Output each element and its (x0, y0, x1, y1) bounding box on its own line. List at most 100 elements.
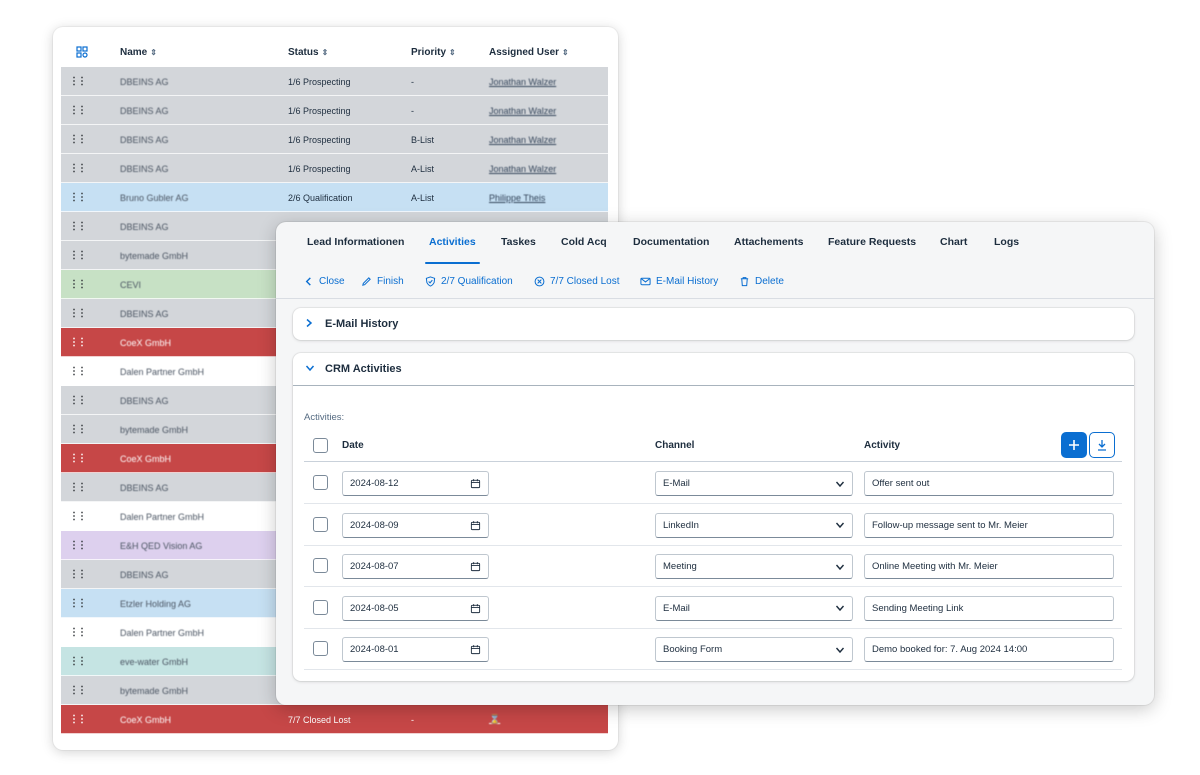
lead-status: 1/6 Prospecting (288, 105, 351, 116)
lead-name: Dalen Partner GmbH (120, 627, 205, 638)
column-header-status[interactable]: Status ⇕ (288, 47, 328, 58)
drag-handle-icon[interactable]: ⋮⋮ (69, 279, 87, 290)
table-header: Name ⇕ Status ⇕ Priority ⇕ Assigned User ⇕ (61, 35, 608, 69)
drag-handle-icon[interactable]: ⋮⋮ (69, 395, 87, 406)
drag-handle-icon[interactable]: ⋮⋮ (69, 134, 87, 145)
delete-button[interactable]: Delete (739, 272, 784, 290)
activity-input[interactable]: Offer sent out (864, 471, 1114, 496)
assigned-user-link[interactable]: Jonathan Walzer (489, 105, 557, 116)
drag-handle-icon[interactable]: ⋮⋮ (69, 453, 87, 464)
finish-button[interactable]: Finish (361, 272, 404, 290)
row-checkbox[interactable] (313, 599, 328, 615)
date-value: 2024-08-09 (350, 519, 399, 531)
drag-handle-icon[interactable]: ⋮⋮ (69, 221, 87, 232)
activity-input[interactable]: Demo booked for: 7. Aug 2024 14:00 (864, 637, 1114, 662)
table-row[interactable]: ⋮⋮ Bruno Gubler AG 2/6 Qualification A-List… (61, 183, 608, 212)
tab-feature-requests[interactable]: Feature Requests (828, 236, 917, 248)
drag-handle-icon[interactable]: ⋮⋮ (69, 308, 87, 319)
drag-handle-icon[interactable]: ⋮⋮ (69, 163, 87, 174)
activity-row: 2024-08-07 Meeting Online Meeting with Mr.… (304, 546, 1122, 587)
table-row[interactable]: ⋮⋮ DBEINS AG 1/6 Prospecting B-List Jonathan… (61, 125, 608, 154)
chevron-down-icon (305, 364, 315, 375)
trash-icon (740, 276, 749, 286)
drag-handle-icon[interactable]: ⋮⋮ (69, 656, 87, 667)
select-all-checkbox[interactable] (313, 438, 328, 453)
drag-handle-icon[interactable]: ⋮⋮ (69, 192, 87, 203)
sort-icon: ⇕ (321, 47, 329, 57)
drag-handle-icon[interactable]: ⋮⋮ (69, 540, 87, 551)
date-picker[interactable]: 2024-08-05 (342, 595, 489, 621)
assigned-user-link[interactable]: Jonathan Walzer (489, 134, 557, 145)
lead-name: E&H QED Vision AG (120, 540, 203, 551)
channel-select[interactable]: Meeting (655, 554, 853, 579)
column-header-name[interactable]: Name ⇕ (120, 47, 157, 58)
date-picker[interactable]: 2024-08-12 (342, 471, 489, 496)
add-activity-button[interactable] (1061, 432, 1087, 458)
row-checkbox[interactable] (313, 475, 328, 490)
lead-name: Etzler Holding AG (120, 598, 192, 609)
date-picker[interactable]: 2024-08-01 (342, 637, 489, 662)
drag-handle-icon[interactable]: ⋮⋮ (69, 598, 87, 609)
tab-attachements[interactable]: Attachements (734, 236, 804, 248)
download-icon (1098, 440, 1106, 451)
lead-status: 2/6 Qualification (288, 192, 353, 203)
row-checkbox[interactable] (313, 516, 328, 532)
tab-taskes[interactable]: Taskes (501, 236, 536, 248)
drag-handle-icon[interactable]: ⋮⋮ (69, 105, 87, 116)
close-button[interactable]: Close (303, 272, 345, 290)
email-history-button[interactable]: E-Mail History (640, 272, 718, 290)
drag-handle-icon[interactable]: ⋮⋮ (69, 685, 87, 696)
activity-input[interactable]: Follow-up message sent to Mr. Meier (864, 512, 1114, 538)
channel-select[interactable]: LinkedIn (655, 512, 853, 538)
column-header-assigned-user[interactable]: Assigned User ⇕ (489, 47, 569, 58)
channel-select[interactable]: Booking Form (655, 637, 853, 662)
assigned-user-link[interactable]: Jonathan Walzer (489, 163, 557, 174)
date-picker[interactable]: 2024-08-09 (342, 512, 489, 538)
tab-chart[interactable]: Chart (940, 236, 968, 248)
assigned-user-link[interactable]: Philippe Theis (489, 192, 546, 203)
table-row[interactable]: ⋮⋮ DBEINS AG 1/6 Prospecting - Jonathan Walz… (61, 67, 608, 96)
tab-activities[interactable]: Activities (425, 236, 480, 266)
assigned-user-link[interactable]: ⌛ (489, 714, 501, 724)
table-row[interactable]: ⋮⋮ DBEINS AG 1/6 Prospecting - Jonathan Walz… (61, 96, 608, 125)
tab-lead-informationen[interactable]: Lead Informationen (307, 236, 405, 248)
activity-value: Offer sent out (872, 478, 930, 489)
table-row[interactable]: ⋮⋮ CoeX GmbH 7/7 Closed Lost - ⌛ (61, 705, 608, 734)
lead-status: 7/7 Closed Lost (288, 714, 351, 725)
date-picker[interactable]: 2024-08-07 (342, 554, 489, 579)
tab-logs[interactable]: Logs (994, 236, 1020, 248)
drag-handle-icon[interactable]: ⋮⋮ (69, 424, 87, 435)
detail-tabs: Lead Informationen Activities Taskes Col… (276, 236, 1154, 266)
assigned-user-link[interactable]: Jonathan Walzer (489, 76, 557, 87)
shield-check-icon (425, 275, 436, 287)
tab-documentation[interactable]: Documentation (633, 236, 710, 248)
tab-cold-acq[interactable]: Cold Acq (561, 236, 607, 248)
drag-handle-icon[interactable]: ⋮⋮ (69, 337, 87, 348)
drag-handle-icon[interactable]: ⋮⋮ (69, 627, 87, 638)
download-button[interactable] (1089, 432, 1115, 458)
drag-handle-icon[interactable]: ⋮⋮ (69, 569, 87, 580)
column-header-priority[interactable]: Priority ⇕ (411, 47, 456, 58)
drag-handle-icon[interactable]: ⋮⋮ (69, 250, 87, 261)
activity-input[interactable]: Online Meeting with Mr. Meier (864, 554, 1114, 579)
drag-handle-icon[interactable]: ⋮⋮ (69, 714, 87, 725)
crm-activities-panel-header[interactable]: CRM Activities (305, 353, 402, 385)
chevron-down-icon (835, 605, 845, 612)
qualification-button[interactable]: 2/7 Qualification (425, 272, 513, 290)
lead-name: bytemade GmbH (120, 685, 189, 696)
row-checkbox[interactable] (313, 558, 328, 573)
row-checkbox[interactable] (313, 641, 328, 656)
activity-row: 2024-08-01 Booking Form Demo booked for: 7… (304, 629, 1122, 670)
channel-select[interactable]: E-Mail (655, 595, 853, 621)
activity-input[interactable]: Sending Meeting Link (864, 595, 1114, 621)
channel-select[interactable]: E-Mail (655, 471, 853, 496)
chevron-down-icon (835, 647, 845, 653)
drag-handle-icon[interactable]: ⋮⋮ (69, 511, 87, 522)
table-row[interactable]: ⋮⋮ DBEINS AG 1/6 Prospecting A-List Jonathan… (61, 154, 608, 183)
drag-handle-icon[interactable]: ⋮⋮ (69, 482, 87, 493)
table-settings-icon[interactable] (76, 46, 88, 58)
drag-handle-icon[interactable]: ⋮⋮ (69, 76, 87, 87)
drag-handle-icon[interactable]: ⋮⋮ (69, 366, 87, 377)
email-history-panel-header[interactable]: E-Mail History (305, 308, 398, 340)
closed-lost-button[interactable]: 7/7 Closed Lost (534, 272, 620, 290)
